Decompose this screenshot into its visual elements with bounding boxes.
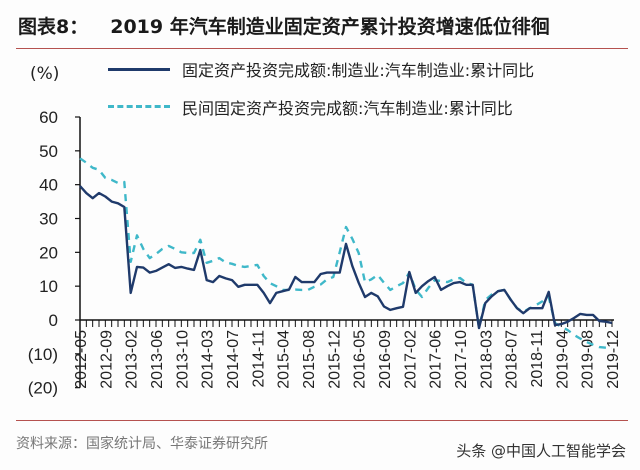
source-note: 资料来源：国家统计局、华泰证券研究所 — [16, 436, 268, 452]
x-tick-label: 2017-10 — [453, 330, 470, 389]
x-tick-label: 2019-04 — [554, 330, 571, 389]
figure-title-text: 2019 年汽车制造业固定资产累计投资增速低位徘徊 — [110, 16, 550, 38]
x-tick-label: 2017-02 — [402, 330, 419, 389]
x-tick-label: 2019-08 — [580, 330, 597, 389]
legend-label: 民间固定资产投资完成额:汽车制造业:累计同比 — [182, 99, 513, 118]
x-tick-label: 2014-07 — [225, 330, 242, 389]
x-tick-label: 2014-03 — [200, 330, 217, 389]
y-tick-label: 40 — [39, 176, 58, 195]
y-axis-unit: (%) — [30, 64, 60, 84]
x-tick-label: 2018-03 — [478, 330, 495, 389]
y-tick-label: (10) — [28, 345, 58, 364]
x-tick-label: 2018-07 — [504, 330, 521, 389]
x-tick-label: 2015-08 — [301, 330, 318, 389]
y-tick-label: 0 — [49, 311, 58, 330]
x-tick-label: 2016-05 — [352, 330, 369, 389]
x-tick-label: 2013-02 — [124, 330, 141, 389]
x-tick-label: 2015-04 — [276, 330, 293, 389]
y-tick-label: (20) — [28, 379, 58, 398]
x-tick-label: 2017-06 — [428, 330, 445, 389]
legend-solid-line-swatch — [108, 68, 170, 71]
x-tick-label: 2019-12 — [605, 330, 622, 389]
x-tick-label: 2014-11 — [250, 330, 267, 388]
watermark: 头条 @中国人工智能学会 — [456, 442, 626, 460]
x-tick-label: 2013-06 — [149, 330, 166, 389]
x-tick-label: 2013-10 — [174, 330, 191, 389]
legend-item-series1: 固定资产投资完成额:制造业:汽车制造业:累计同比 — [108, 58, 578, 84]
series-line-auto-manufacturing-investment — [79, 185, 613, 330]
figure-number: 图表8： — [18, 16, 89, 38]
legend-dashed-line-swatch — [108, 105, 170, 108]
x-tick-label: 2016-09 — [377, 330, 394, 389]
legend-item-series2: 民间固定资产投资完成额:汽车制造业:累计同比 — [108, 95, 513, 119]
y-tick-label: 30 — [39, 210, 58, 229]
y-tick-label: 50 — [39, 142, 58, 161]
figure-title: 图表8： 2019 年汽车制造业固定资产累计投资增速低位徘徊 — [18, 12, 550, 39]
x-tick-label: 2012-05 — [73, 330, 90, 389]
x-tick-label: 2012-09 — [98, 330, 115, 389]
legend-label: 固定资产投资完成额:制造业:汽车制造业:累计同比 — [182, 61, 535, 80]
y-tick-label: 10 — [39, 277, 58, 296]
x-tick-label: 2018-11 — [529, 330, 546, 388]
x-tick-label: 2015-12 — [326, 330, 343, 389]
title-divider — [16, 48, 628, 49]
footer-divider — [16, 420, 628, 421]
y-tick-label: 60 — [39, 108, 58, 127]
y-tick-label: 20 — [39, 243, 58, 262]
